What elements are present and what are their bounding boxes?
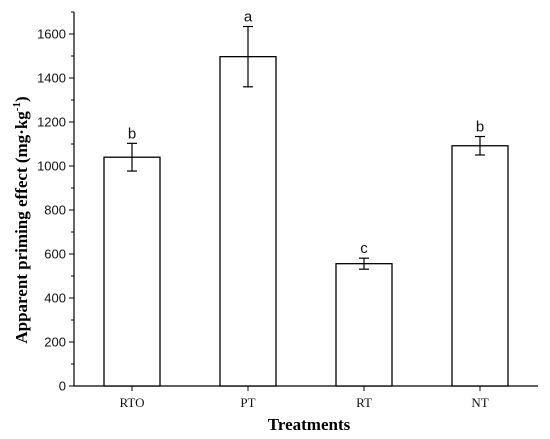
x-tick-label-nt: NT	[471, 395, 488, 410]
y-axis-title-sup: -1	[11, 102, 23, 111]
y-tick-label: 1400	[37, 71, 66, 86]
y-tick-label: 600	[44, 247, 66, 262]
y-tick-label: 1200	[37, 115, 66, 130]
significance-label-rto: b	[128, 125, 136, 142]
bar-nt	[451, 145, 509, 387]
y-tick-label: 200	[44, 335, 66, 350]
y-tick-label: 0	[59, 379, 66, 394]
significance-label-rt: c	[360, 240, 368, 257]
y-tick-label: 400	[44, 291, 66, 306]
y-axis-title: Apparent priming effect (mg·kg-1)	[11, 96, 31, 343]
y-tick-label: 1000	[37, 159, 66, 174]
y-tick-label: 800	[44, 203, 66, 218]
x-tick-label-pt: PT	[240, 395, 255, 410]
y-axis-title-close: )	[12, 96, 31, 102]
x-axis-title: Treatments	[268, 415, 351, 434]
bar-pt	[219, 56, 277, 387]
plot-area: 0 200 400 600 800 1000 1200 1400 1600 b RTO a PT c RT b…	[37, 9, 538, 410]
significance-label-nt: b	[476, 119, 484, 136]
x-tick-label-rto: RTO	[120, 395, 145, 410]
bar-rt	[335, 263, 393, 387]
bar-rto	[103, 156, 161, 387]
significance-label-pt: a	[244, 9, 253, 26]
y-axis-title-text: Apparent priming effect (mg·kg	[12, 111, 31, 344]
x-tick-label-rt: RT	[356, 395, 372, 410]
y-tick-label: 1600	[37, 27, 66, 42]
